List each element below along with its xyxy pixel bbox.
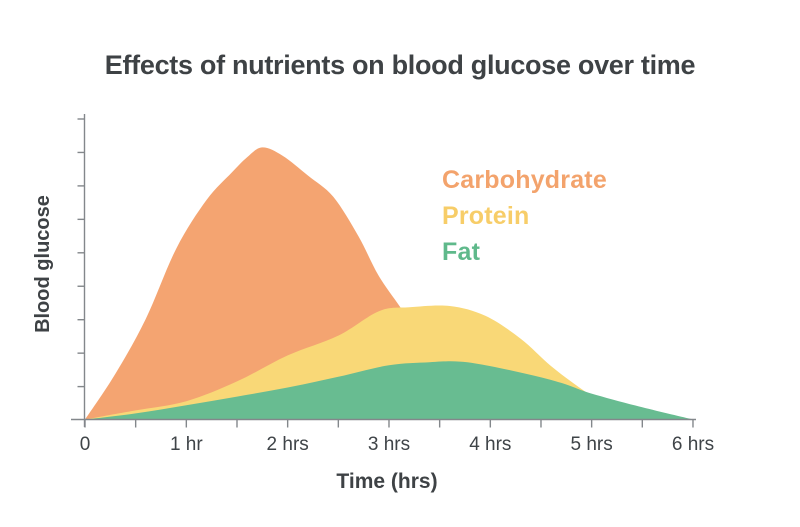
x-tick-label-0: 0	[79, 434, 91, 455]
x-tick-label-1-hr: 1 hr	[169, 434, 203, 455]
x-tick-label-5-hrs: 5 hrs	[570, 434, 613, 455]
legend-item-carbohydrate: Carbohydrate	[442, 166, 607, 194]
legend-item-fat: Fat	[442, 238, 481, 266]
legend: Carbohydrate Protein Fat	[442, 162, 607, 270]
area-fat	[85, 361, 693, 420]
x-tick-label-2-hrs: 2 hrs	[266, 434, 309, 455]
x-tick-label-6-hrs: 6 hrs	[671, 434, 715, 455]
x-tick-label-4-hrs: 4 hrs	[469, 434, 512, 455]
chart-title: Effects of nutrients on blood glucose ov…	[104, 50, 696, 80]
x-tick-label-3-hrs: 3 hrs	[367, 434, 411, 455]
legend-item-protein: Protein	[442, 202, 530, 230]
x-axis-title: Time (hrs)	[336, 470, 438, 493]
